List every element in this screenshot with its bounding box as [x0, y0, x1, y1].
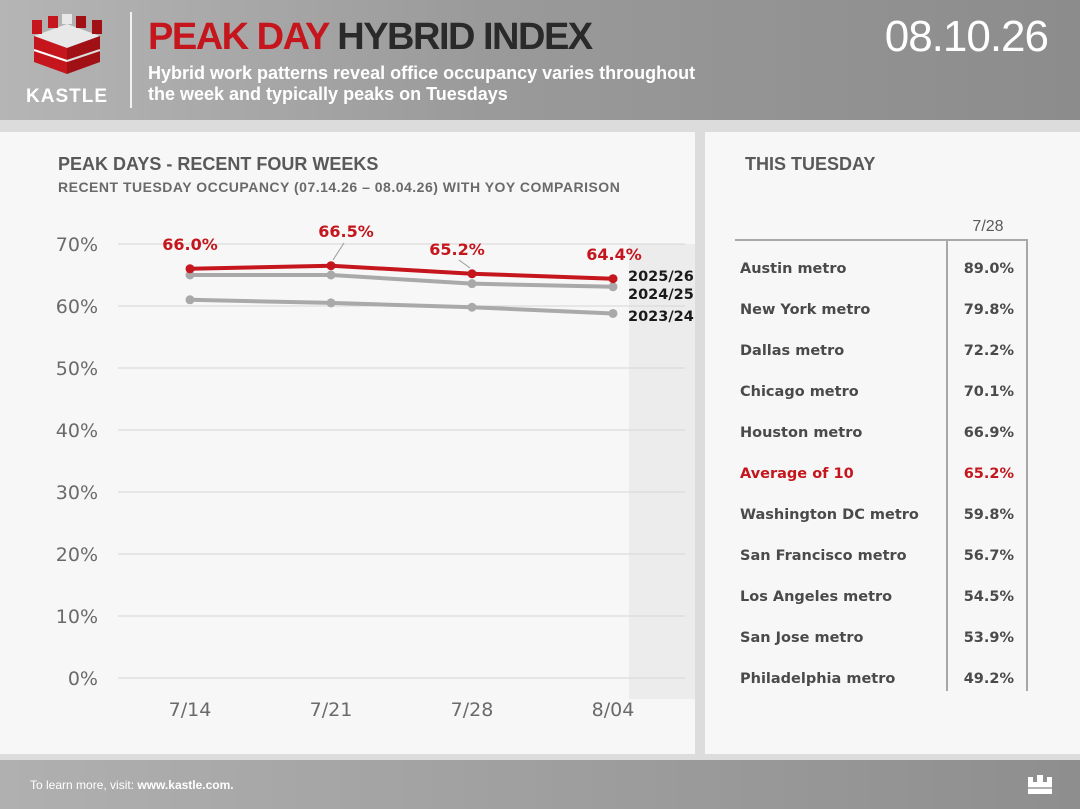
series-line-2023-24: [189, 297, 614, 316]
table-row: Average of 10 65.2%: [740, 453, 1020, 494]
table-row: Los Angeles metro 54.5%: [740, 576, 1020, 617]
table-header-rule: [735, 239, 1028, 241]
table-panel: THIS TUESDAY 7/28 Austin metro 89.0% New Y…: [705, 132, 1080, 754]
data-point: [608, 274, 618, 284]
series-name-label: 2024/25: [628, 287, 694, 303]
data-point: [467, 302, 477, 312]
metro-name: Average of 10: [740, 465, 854, 482]
metro-value: 72.2%: [963, 342, 1014, 359]
metro-name: Philadelphia metro: [740, 670, 896, 687]
table-row: Dallas metro 72.2%: [740, 330, 1020, 371]
metro-name: Austin metro: [740, 260, 847, 277]
metro-value: 89.0%: [963, 260, 1014, 277]
table-row: Austin metro 89.0%: [740, 248, 1020, 289]
title-red-part: PEAK DAY: [148, 16, 330, 58]
castle-icon: [1028, 775, 1052, 794]
footer-prefix: To learn more, visit:: [30, 778, 138, 792]
table-row: Washington DC metro 59.8%: [740, 494, 1020, 535]
page-title: PEAK DAY HYBRID INDEX: [148, 16, 593, 59]
latest-week-band: [629, 244, 695, 699]
x-tick-label: 8/04: [592, 699, 635, 721]
label-leader-line: [332, 242, 345, 261]
y-tick-label: 20%: [56, 544, 98, 566]
title-dark-part: HYBRID INDEX: [337, 16, 593, 58]
metro-name: Dallas metro: [740, 342, 845, 359]
series-name-label: 2023/24: [628, 309, 694, 325]
chart-subtitle: RECENT TUESDAY OCCUPANCY (07.14.26 – 08.…: [58, 179, 621, 195]
y-tick-label: 40%: [56, 420, 98, 442]
metro-value: 70.1%: [963, 383, 1014, 400]
y-tick-label: 60%: [56, 296, 98, 318]
table-row: New York metro 79.8%: [740, 289, 1020, 330]
table-right-rule: [1026, 239, 1028, 691]
kastle-logo: KASTLE: [22, 14, 112, 107]
metro-name: Chicago metro: [740, 383, 859, 400]
table-row: San Francisco metro 56.7%: [740, 535, 1020, 576]
castle-icon: [32, 14, 102, 74]
table-heading: THIS TUESDAY: [745, 154, 876, 174]
metro-value: 66.9%: [963, 424, 1014, 441]
data-point: [467, 269, 477, 279]
header-divider: [130, 12, 132, 108]
x-tick-label: 7/28: [451, 699, 494, 721]
header: KASTLE PEAK DAY HYBRID INDEX Hybrid work…: [0, 0, 1080, 120]
metro-value: 54.5%: [963, 588, 1014, 605]
x-tick-label: 7/14: [169, 699, 212, 721]
data-label: 66.0%: [162, 235, 218, 254]
page-subtitle: Hybrid work patterns reveal office occup…: [148, 63, 696, 104]
data-point: [185, 264, 195, 274]
footer: To learn more, visit: www.kastle.com.: [0, 760, 1080, 809]
y-tick-label: 50%: [56, 358, 98, 380]
data-point: [467, 279, 477, 289]
data-point: [185, 270, 195, 280]
y-tick-label: 30%: [56, 482, 98, 504]
data-label: 64.4%: [586, 245, 642, 264]
series-line-2025-26: [189, 263, 614, 281]
data-point: [326, 261, 336, 271]
series-line-2024-25: [190, 273, 614, 289]
footer-link[interactable]: www.kastle.com.: [137, 778, 234, 792]
data-point: [608, 308, 618, 318]
data-point: [326, 270, 336, 280]
table-date-header: 7/28: [972, 218, 1004, 235]
metro-value: 53.9%: [963, 629, 1014, 646]
data-point: [185, 295, 195, 305]
metro-value: 79.8%: [963, 301, 1014, 318]
metro-name: Los Angeles metro: [740, 588, 893, 605]
metro-name: San Jose metro: [740, 629, 864, 646]
table-row: San Jose metro 53.9%: [740, 617, 1020, 658]
metro-name: Washington DC metro: [740, 506, 919, 523]
table-row: Houston metro 66.9%: [740, 412, 1020, 453]
line-chart: 0% 10% 20% 30% 40% 50% 60% 70% 7/14 7/21 7/28 8/04 2…: [56, 222, 695, 721]
table-column-rule: [946, 239, 948, 691]
x-tick-label: 7/21: [310, 699, 353, 721]
label-leader-line: [458, 259, 471, 269]
y-tick-label: 10%: [56, 606, 98, 628]
metro-name: Houston metro: [740, 424, 863, 441]
data-point: [326, 298, 336, 308]
data-label: 66.5%: [318, 222, 374, 241]
series-name-label: 2025/26: [628, 269, 694, 285]
metro-value: 59.8%: [963, 506, 1014, 523]
metro-value: 56.7%: [963, 547, 1014, 564]
metro-value: 49.2%: [963, 670, 1014, 687]
chart-panel: PEAK DAYS - RECENT FOUR WEEKS RECENT TUE…: [0, 132, 695, 754]
metro-table: Austin metro 89.0% New York metro 79.8% Dall…: [740, 248, 1020, 699]
metro-value: 65.2%: [963, 465, 1014, 482]
y-tick-label: 70%: [56, 234, 98, 256]
report-date: 08.10.26: [884, 12, 1049, 61]
y-tick-label: 0%: [68, 668, 98, 690]
data-point: [608, 282, 618, 292]
logo-text: KASTLE: [26, 86, 108, 107]
data-label: 65.2%: [429, 240, 485, 259]
metro-name: San Francisco metro: [740, 547, 907, 564]
table-row: Chicago metro 70.1%: [740, 371, 1020, 412]
table-row: Philadelphia metro 49.2%: [740, 658, 1020, 699]
metro-name: New York metro: [740, 301, 871, 318]
footer-text: To learn more, visit: www.kastle.com.: [30, 778, 234, 792]
chart-title: PEAK DAYS - RECENT FOUR WEEKS: [58, 154, 379, 174]
